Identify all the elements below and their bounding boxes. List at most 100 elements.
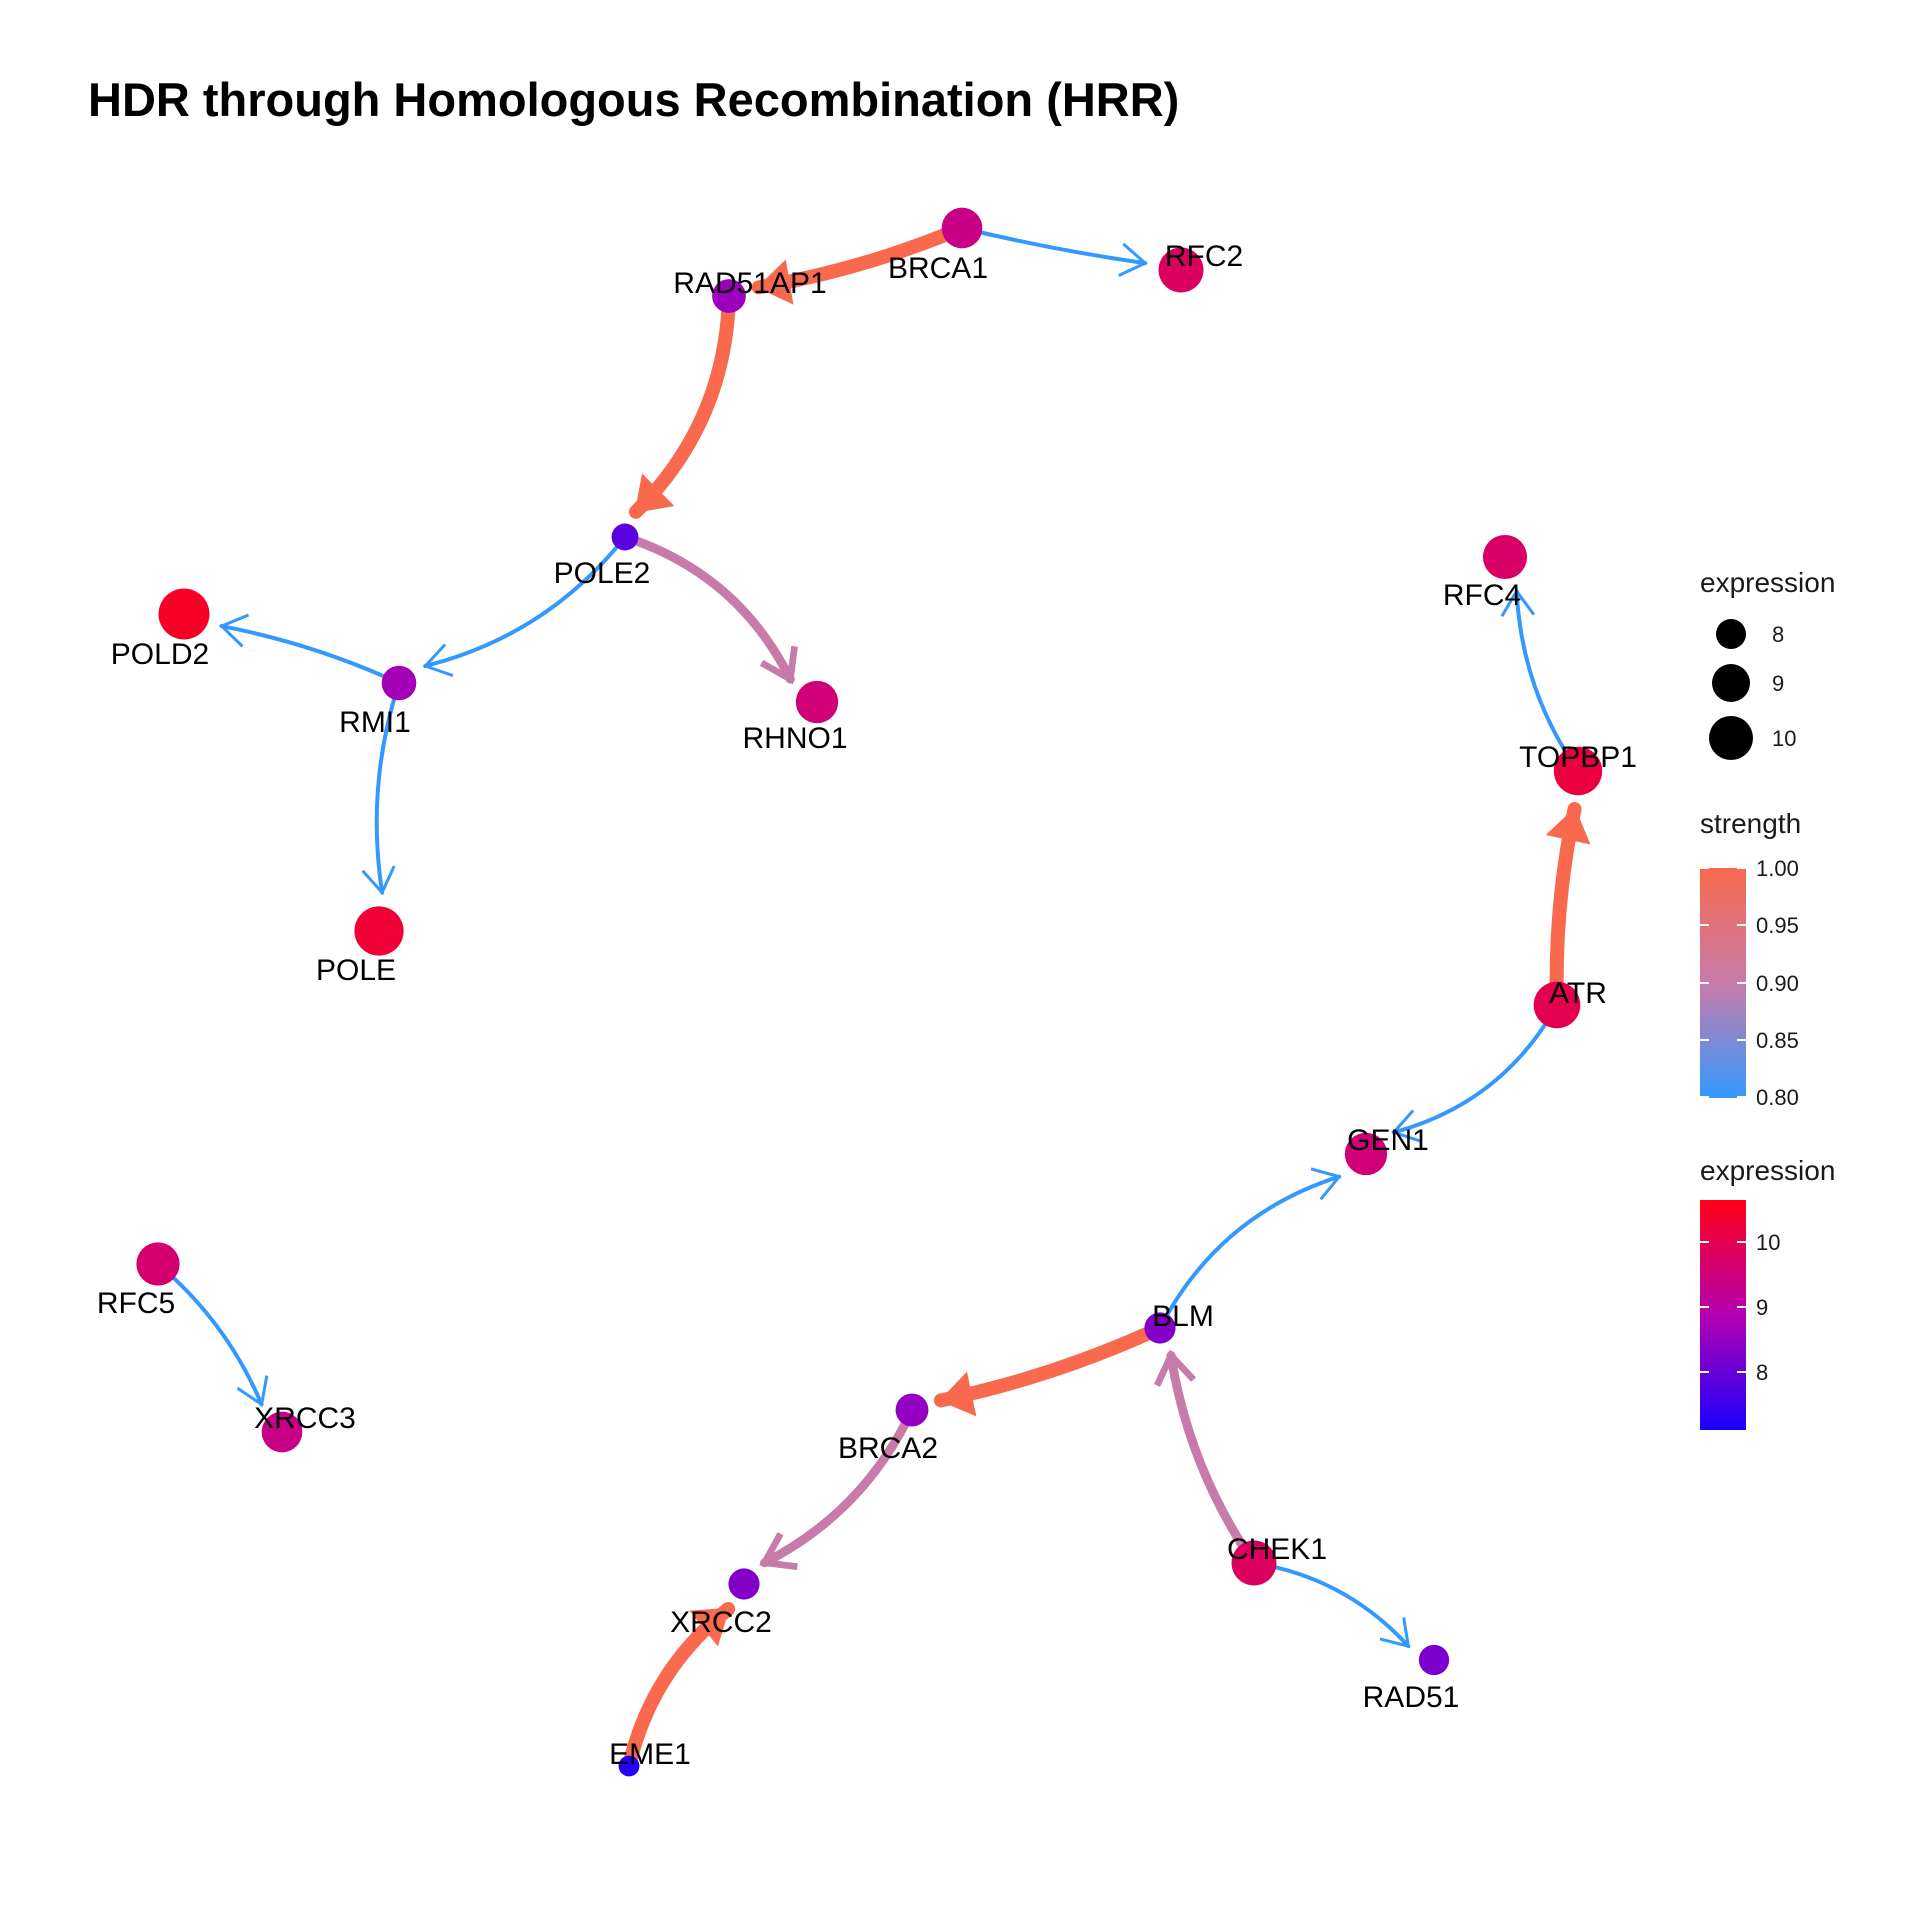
edge-blm-to-gen1: [1158, 1167, 1342, 1330]
edge-line: [960, 226, 1148, 266]
node-pole: [354, 906, 404, 956]
legend-size-tick: 10: [1772, 726, 1796, 751]
arrow-head: [1545, 807, 1591, 845]
edge-chek1-to-rad51: [1252, 1561, 1411, 1649]
edge-rad51ap1-to-pole2: [628, 289, 736, 519]
node-label-rhno1: RHNO1: [742, 722, 847, 755]
arrow-head: [422, 643, 454, 677]
node-label-brca2: BRCA2: [838, 1432, 938, 1465]
edge-brca1-to-rad51ap1: [751, 221, 969, 305]
legend-strength: strength 1.00 0.95 0.90 0.85 0.80: [1700, 808, 1801, 1110]
node-rad51: [1418, 1644, 1450, 1676]
arrow-head: [1310, 1167, 1342, 1201]
node-label-atr: ATR: [1549, 977, 1607, 1010]
edge-line: [219, 624, 401, 685]
legend-expression-tick: 9: [1756, 1295, 1768, 1320]
arrow-head: [634, 473, 675, 514]
legend-size-tick: 8: [1772, 622, 1784, 647]
arrow-head: [689, 1607, 730, 1647]
arrow-head: [361, 865, 396, 896]
node-brca1: [941, 207, 983, 249]
arrow-head: [236, 1375, 269, 1407]
edge-chek1-to-blm: [1153, 1349, 1259, 1568]
arrow-head: [759, 645, 798, 685]
legend-strength-title: strength: [1700, 808, 1801, 839]
node-rhno1: [795, 680, 839, 724]
edge-line: [374, 681, 401, 895]
node-rfc2: [1158, 247, 1204, 293]
edge-line: [423, 535, 627, 669]
edge-eme1-to-xrcc2: [622, 1602, 736, 1773]
legend-expression-tick: 8: [1756, 1360, 1768, 1385]
node-label-pole: POLE: [316, 954, 396, 987]
legend-expression-title: expression: [1700, 1155, 1835, 1186]
node-label-rad51: RAD51: [1363, 1681, 1460, 1714]
edge-rfc5-to-xrcc3: [156, 1262, 269, 1407]
node-topbp1: [1553, 746, 1603, 796]
arrow-head: [1379, 1617, 1411, 1649]
node-pole2: [611, 523, 639, 551]
edge-pole2-to-rmi1: [422, 535, 627, 677]
node-label-pold2: POLD2: [111, 638, 209, 671]
node-label-gen1: GEN1: [1347, 1124, 1429, 1157]
node-brca2: [895, 1393, 929, 1427]
labels-layer: BRCA1 RAD51AP1 RFC2 POLE2 POLD2 RMI1 RHNO1 POLE…: [97, 240, 1637, 1771]
legend-expression-colorbar: [1700, 1200, 1746, 1430]
edge-line: [1391, 1003, 1559, 1135]
arrow-head: [1391, 1109, 1422, 1143]
arrow-head: [1500, 588, 1536, 618]
node-label-rfc4: RFC4: [1443, 579, 1521, 612]
node-label-pole2: POLE2: [554, 557, 651, 590]
edge-atr-to-topbp1: [1545, 802, 1591, 1012]
arrow-head: [756, 259, 794, 305]
legend-strength-tick: 0.90: [1756, 971, 1799, 996]
edge-rmi1-to-pold2: [218, 613, 401, 685]
legend-size-swatch: [1716, 619, 1746, 649]
legend-size: expression 8 9 10: [1700, 567, 1835, 760]
node-xrcc2: [728, 1568, 760, 1600]
edge-atr-to-gen1: [1391, 1003, 1559, 1143]
arrow-head: [1118, 242, 1148, 277]
legend-strength-tick: 0.95: [1756, 913, 1799, 938]
node-label-chek1: CHEK1: [1227, 1533, 1327, 1566]
node-pold2: [158, 588, 210, 640]
node-label-xrcc2: XRCC2: [670, 1606, 772, 1639]
node-label-eme1: EME1: [609, 1738, 691, 1771]
node-label-rfc2: RFC2: [1165, 240, 1243, 273]
edge-line: [1166, 1350, 1259, 1568]
arrow-head: [218, 613, 250, 648]
arrow-head: [1153, 1349, 1197, 1387]
legend-size-swatch: [1712, 664, 1750, 702]
edge-blm-to-brca2: [933, 1321, 1167, 1417]
node-label-topbp1: TOPBP1: [1519, 741, 1637, 774]
arrow-head: [759, 1532, 798, 1571]
chart-title: HDR through Homologous Recombination (HR…: [88, 73, 1179, 126]
node-rmi1: [381, 665, 417, 701]
edge-line: [1158, 1174, 1342, 1330]
legend-size-tick: 9: [1772, 671, 1784, 696]
edge-rmi1-to-pole: [361, 681, 401, 896]
node-rfc5: [136, 1242, 180, 1286]
legend-strength-tick: 1.00: [1756, 856, 1799, 881]
node-rad51ap1: [712, 279, 746, 313]
node-label-blm: BLM: [1152, 1300, 1214, 1333]
node-rfc4: [1482, 534, 1528, 580]
edge-line: [760, 1405, 917, 1568]
legend-strength-tick: 0.85: [1756, 1028, 1799, 1053]
edge-line: [628, 289, 736, 519]
legend-expression-tick: 10: [1756, 1230, 1780, 1255]
edge-line: [933, 1321, 1167, 1408]
node-eme1: [618, 1755, 640, 1777]
node-label-rmi1: RMI1: [339, 706, 411, 739]
node-label-brca1: BRCA1: [888, 252, 988, 285]
node-blm: [1144, 1312, 1176, 1344]
edges-layer: [156, 221, 1591, 1773]
node-chek1: [1231, 1540, 1277, 1586]
node-atr: [1533, 981, 1581, 1029]
legend-size-swatch: [1709, 716, 1753, 760]
legend-expression: expression 10 9 8: [1700, 1155, 1835, 1430]
edge-brca2-to-xrcc2: [759, 1405, 917, 1571]
edge-line: [1252, 1561, 1411, 1649]
node-label-rad51ap1: RAD51AP1: [673, 267, 826, 300]
